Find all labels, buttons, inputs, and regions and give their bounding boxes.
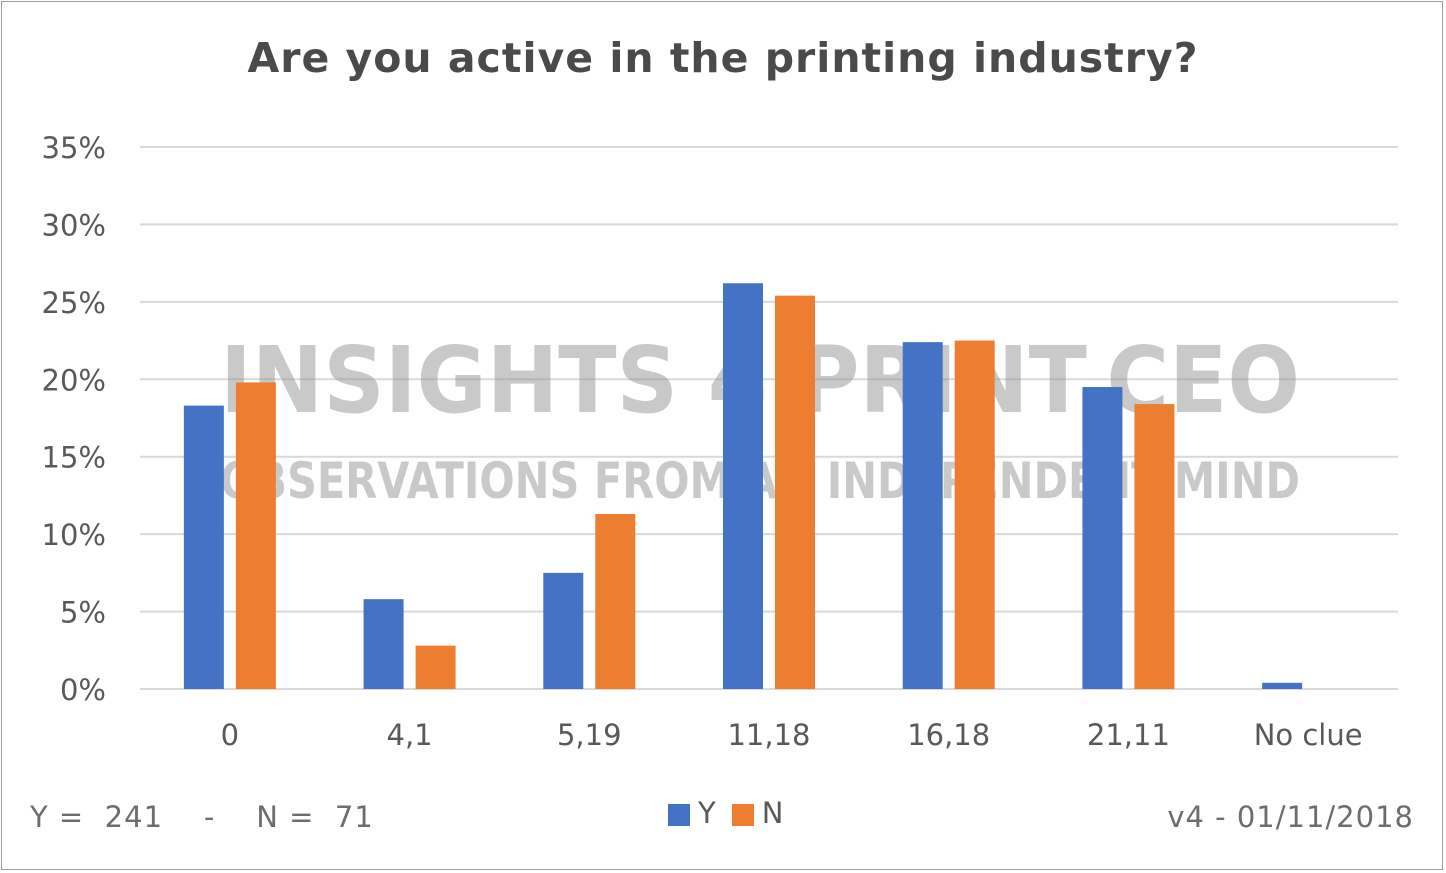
y-tick-label: 0% [60,673,106,707]
bar-y-1 [363,599,404,689]
legend-swatch-n [731,804,754,826]
y-tick-label: 25% [42,286,106,320]
x-tick-label: 21,11 [1087,718,1170,752]
x-tick-label: 4,1 [387,718,433,752]
y-tick-label: 15% [42,441,106,475]
sample-size-note: Y = 241 - N = 71 [30,800,374,834]
y-tick-label: 20% [42,363,106,397]
bar-y-4 [902,342,943,689]
bar-y-0 [183,405,224,689]
bar-n-5 [1134,404,1175,689]
y-tick-label: 30% [42,208,106,242]
bar-n-4 [954,340,995,689]
legend: Y N [668,796,799,830]
bar-n-3 [775,295,815,689]
x-tick-label: No clue [1254,718,1363,752]
x-tick-label: 5,19 [557,718,622,752]
bar-n-0 [235,382,276,689]
legend-label-y: Y [698,796,716,830]
version-date: v4 - 01/11/2018 [1167,800,1414,834]
legend-item-y: Y [668,796,716,830]
y-tick-label: 5% [60,596,106,630]
x-axis-ticks: 0 4,1 5,19 11,18 16,18 21,11 No clue [221,718,1363,752]
gridlines [140,146,1398,690]
bar-y-2 [543,572,584,689]
x-tick-label: 16,18 [907,718,990,752]
x-tick-label: 11,18 [727,718,810,752]
y-tick-label: 35% [42,131,106,165]
y-tick-label: 10% [42,518,106,552]
bar-n-2 [595,514,636,689]
bar-y-3 [723,283,763,689]
bar-n-1 [415,645,456,689]
legend-item-n: N [731,796,784,830]
bar-y-6 [1262,682,1303,689]
chart-title: Are you active in the printing industry? [247,34,1199,82]
legend-label-n: N [761,796,784,830]
bar-y-5 [1082,387,1123,689]
x-tick-label: 0 [221,718,239,752]
legend-swatch-y [668,804,690,826]
bars [183,283,1303,689]
y-axis-ticks: 0% 5% 10% 15% 20% 25% 30% 35% [42,131,106,707]
